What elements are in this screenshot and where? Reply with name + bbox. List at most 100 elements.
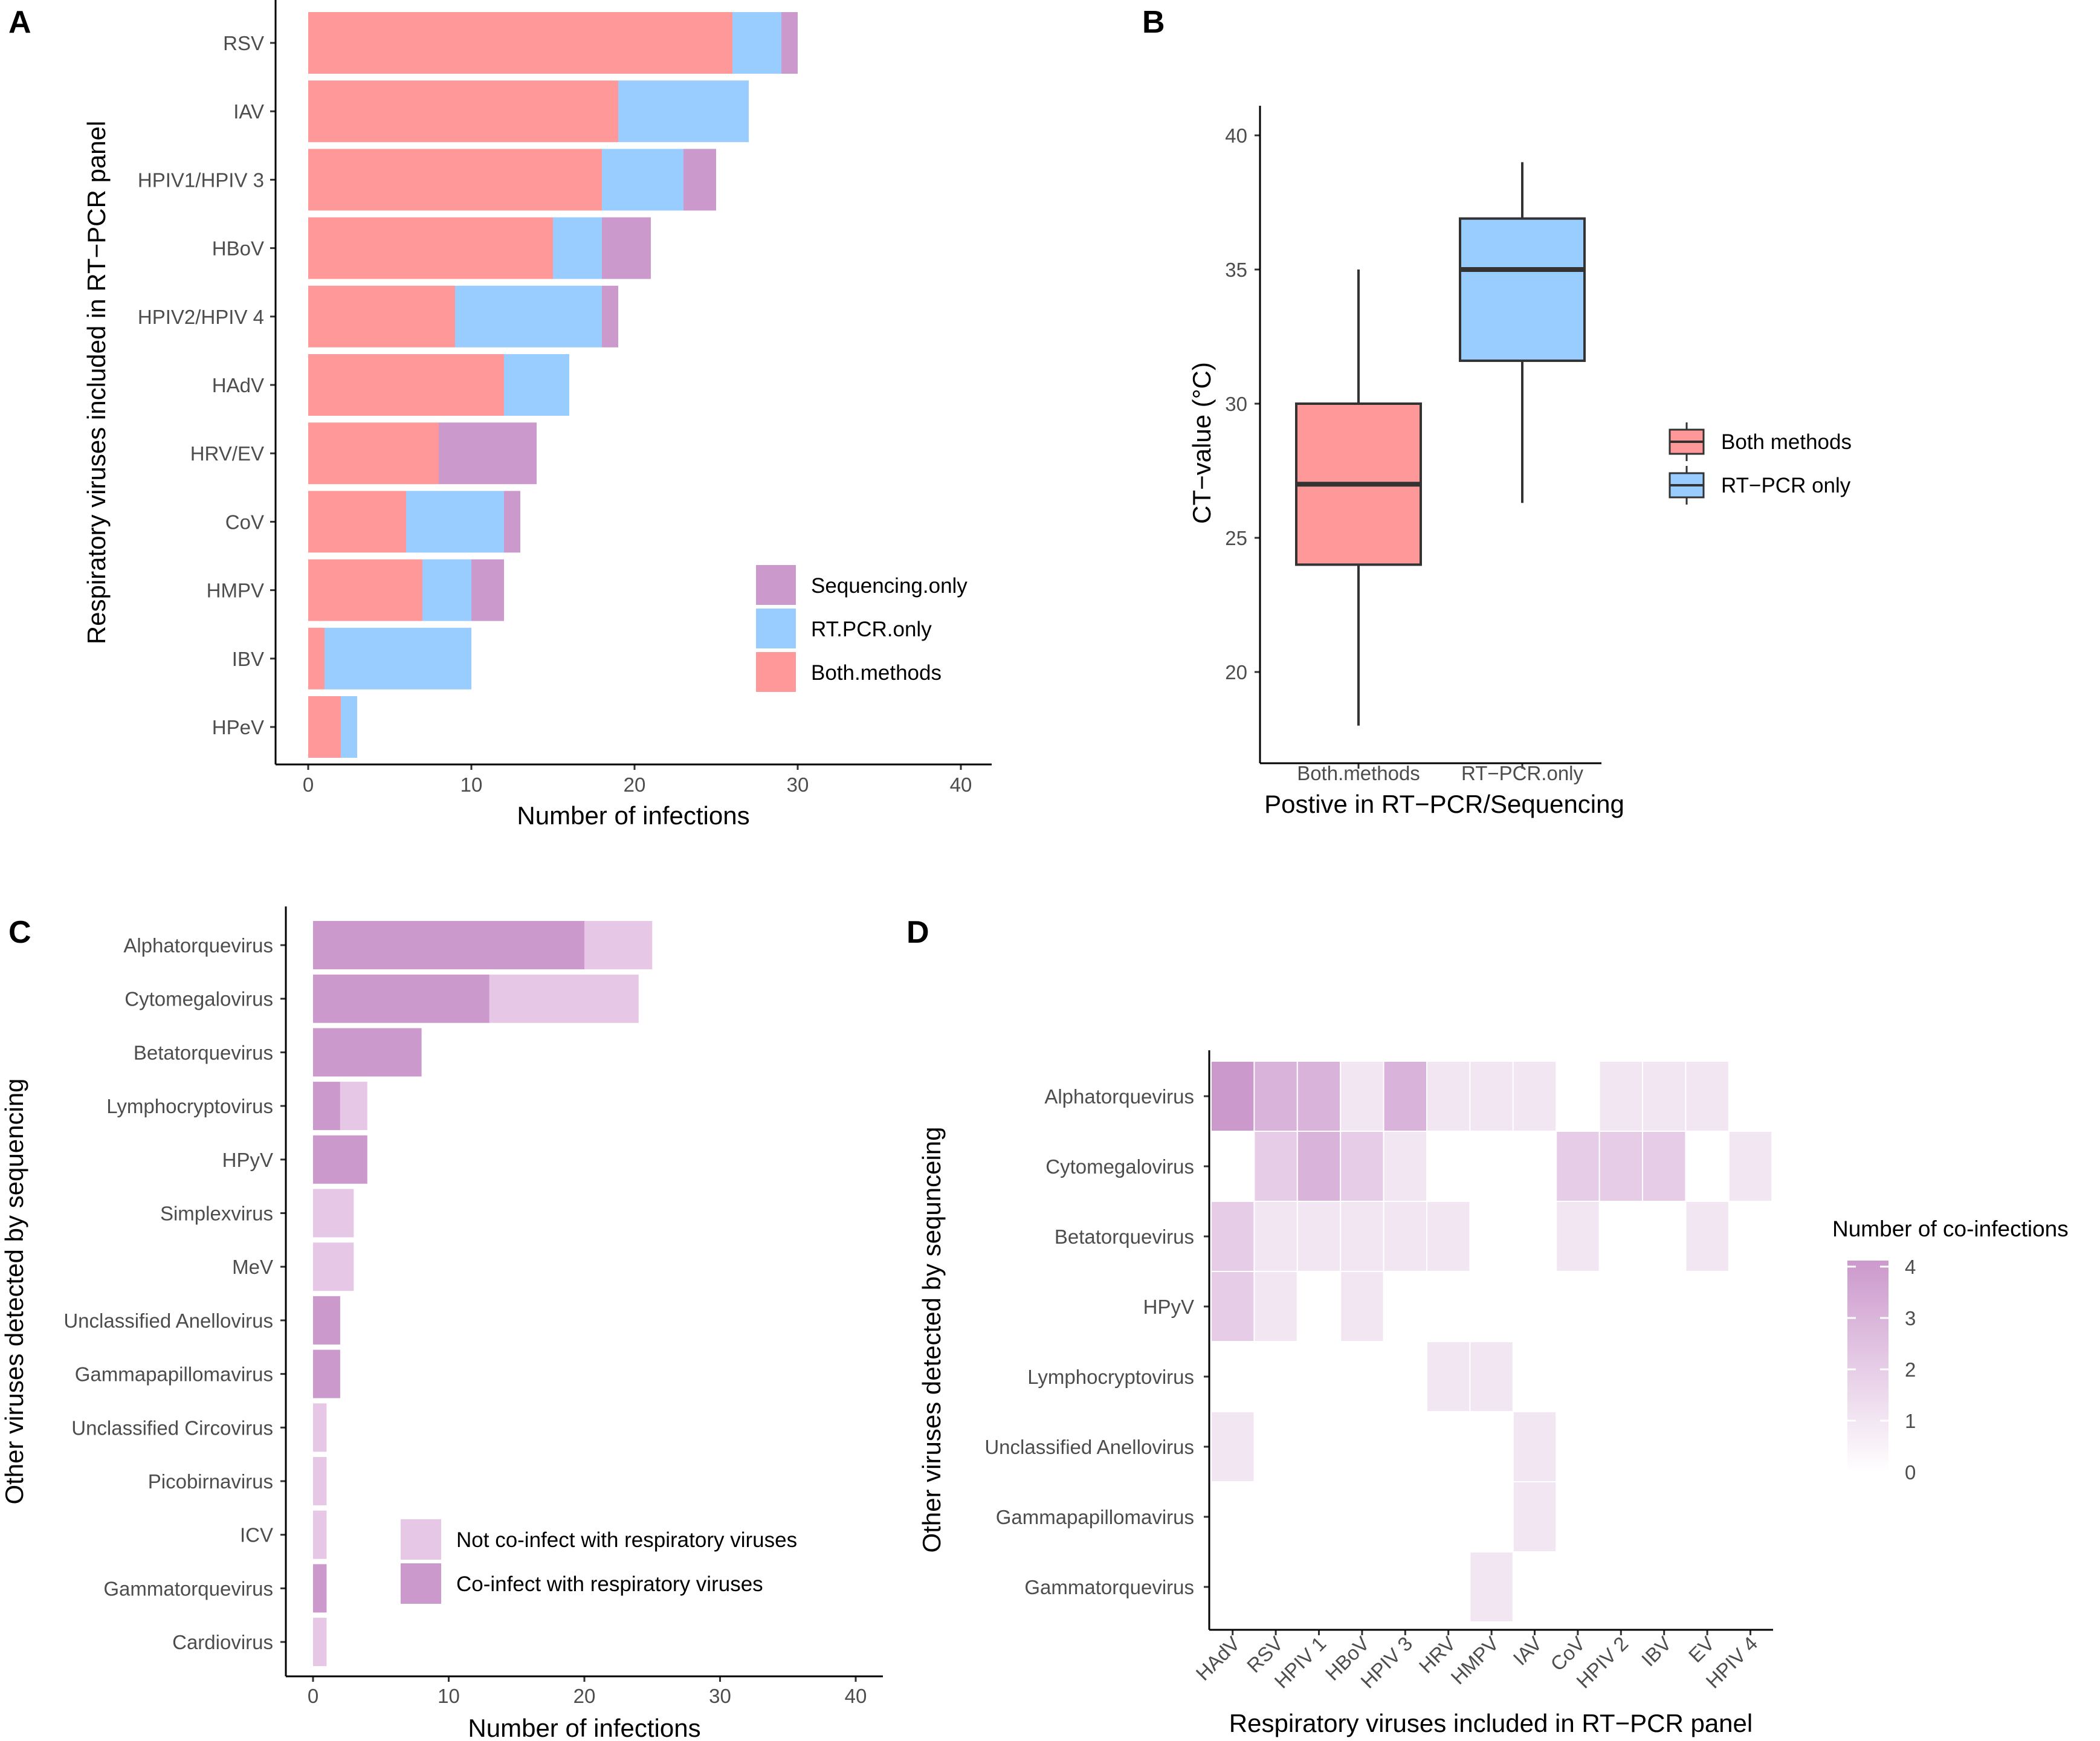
panel-d-y-tick-label: HPyV xyxy=(1143,1296,1194,1318)
panel-a-bar-hmpv-both-methods xyxy=(308,559,422,621)
panel-b-x-axis-title: Postive in RT−PCR/Sequencing xyxy=(1264,790,1624,818)
panel-a-x-ticks: 0 10 20 30 40 xyxy=(303,764,972,796)
panel-a-bar-ibv-both-methods xyxy=(308,627,325,690)
panel-d-color-legend: Number of co-infections 0 1 2 3 4 xyxy=(1832,1216,2069,1484)
panel-a-y-tick-label: IBV xyxy=(232,648,264,670)
panel-d-cells xyxy=(1210,1061,1773,1623)
panel-d-colorbar xyxy=(1847,1261,1888,1472)
panel-a-bar-hbov-sequencing-only xyxy=(602,217,651,279)
panel-a-x-tick-label: 0 xyxy=(303,774,314,796)
panel-d-x-tick-label: IBV xyxy=(1637,1632,1676,1671)
panel-d-cell-hpyv-hbov xyxy=(1340,1271,1384,1342)
panel-b-box-rt-pcr-only xyxy=(1459,217,1586,362)
panel-d-y-tick-label: Gammapapillomavirus xyxy=(996,1506,1194,1528)
panel-a-bar-rsv-rt-pcr-only xyxy=(732,12,781,74)
panel-d-cell-unclassified-anellovirus-iav xyxy=(1512,1411,1557,1482)
panel-a-bar-cov-both-methods xyxy=(308,491,406,553)
panel-d-cell-cytomegalovirus-rsv xyxy=(1253,1131,1298,1202)
panel-d-cell-cytomegalovirus-cov xyxy=(1556,1131,1600,1202)
panel-a-legend-key-rt-pcr-only xyxy=(756,609,796,648)
panel-d-heatmap: Alphatorquevirus Cytomegalovirus Betatorqu… xyxy=(917,1050,2069,1737)
panel-a-legend-key-both-methods xyxy=(756,652,796,692)
panel-d-cell-betatorquevirus-rsv xyxy=(1253,1201,1298,1272)
panel-a-y-tick-label: HRV/EV xyxy=(190,442,264,465)
panel-b-y-tick-label: 20 xyxy=(1225,661,1247,683)
panel-b-boxes xyxy=(1295,162,1586,726)
panel-c-legend-key-co-infect-with-respiratory-viruses xyxy=(401,1563,441,1604)
panel-a-x-axis-title: Number of infections xyxy=(517,801,749,830)
panel-d-cell-lymphocryptovirus-hmpv xyxy=(1469,1341,1514,1412)
panel-d-cell-alphatorquevirus-hpiv-3 xyxy=(1383,1061,1428,1132)
panel-d-colorbar-tick-label: 1 xyxy=(1905,1410,1916,1432)
panel-c-y-tick-label: Gammapapillomavirus xyxy=(75,1363,273,1386)
panel-d-cell-hpyv-hadv xyxy=(1210,1271,1255,1342)
panel-c-bar-cytomegalovirus-co-infect-with-respiratory-viruses xyxy=(313,974,489,1023)
panel-d-colorbar-tick-label: 4 xyxy=(1905,1256,1916,1278)
panel-c-bar-mev-not-co-infect-with-respiratory-viruses xyxy=(313,1242,354,1291)
panel-c-bar-unclassified-anellovirus-co-infect-with-respiratory-viruses xyxy=(313,1296,340,1345)
panel-d-y-tick-label: Cytomegalovirus xyxy=(1045,1155,1194,1178)
panel-c-y-tick-label: HPyV xyxy=(222,1149,273,1171)
panel-label-a: A xyxy=(8,5,31,40)
panel-a-y-ticks: RSV IAV HPIV1/HPIV 3 HBoV HPIV2/HPIV 4 HAdV HR… xyxy=(138,32,276,738)
panel-c-y-tick-label: Lymphocryptovirus xyxy=(106,1095,273,1117)
panel-d-colorbar-ticks: 0 1 2 3 4 xyxy=(1847,1256,1916,1484)
panel-d-cell-alphatorquevirus-hpiv-1 xyxy=(1296,1061,1342,1132)
panel-d-colorbar-tick-label: 0 xyxy=(1905,1461,1916,1484)
panel-d-cell-cytomegalovirus-hpiv-1 xyxy=(1296,1131,1342,1202)
panel-a-bar-cov-rt-pcr-only xyxy=(406,491,504,553)
panel-d-x-tick-label: IAV xyxy=(1508,1632,1546,1670)
panel-a-bar-rsv-sequencing-only xyxy=(781,12,798,74)
panel-a-y-tick-label: HPeV xyxy=(212,716,264,738)
panel-b-y-tick-label: 40 xyxy=(1225,124,1247,147)
panel-c-y-tick-label: Gammatorquevirus xyxy=(103,1577,273,1600)
panel-d-cell-alphatorquevirus-hbov xyxy=(1340,1061,1384,1132)
panel-d-cell-gammapapillomavirus-iav xyxy=(1512,1481,1557,1552)
panel-a-bar-iav-both-methods xyxy=(308,80,618,143)
panel-a-bar-hpev-both-methods xyxy=(308,696,341,758)
panel-d-colorbar-tick-label: 3 xyxy=(1905,1307,1916,1329)
panel-d-y-tick-label: Unclassified Anellovirus xyxy=(984,1436,1194,1458)
panel-c-legend-label: Not co-infect with respiratory viruses xyxy=(456,1528,797,1552)
panel-a-x-tick-label: 30 xyxy=(787,774,809,796)
panel-d-cell-alphatorquevirus-hadv xyxy=(1210,1061,1255,1132)
panel-b-x-tick-label: RT−PCR.only xyxy=(1461,762,1584,784)
panel-b-legend-label: RT−PCR only xyxy=(1721,474,1851,497)
panel-b-y-tick-label: 30 xyxy=(1225,393,1247,415)
panel-c-y-tick-label: ICV xyxy=(240,1524,273,1546)
panel-d-cell-alphatorquevirus-hrv xyxy=(1426,1061,1471,1132)
panel-a-bar-iav-rt-pcr-only xyxy=(618,80,749,143)
panel-b-legend-label: Both methods xyxy=(1721,430,1852,454)
panel-a-bar-hpiv1-hpiv-3-sequencing-only xyxy=(683,149,716,211)
panel-a-bar-hadv-both-methods xyxy=(308,354,504,416)
panel-a-legend: Sequencing.only RT.PCR.only Both.methods xyxy=(756,565,968,692)
panel-c-x-axis-title: Number of infections xyxy=(468,1714,700,1741)
panel-c-bar-hpyv-co-infect-with-respiratory-viruses xyxy=(313,1135,367,1184)
panel-c-y-tick-label: Unclassified Circovirus xyxy=(71,1416,273,1439)
panel-a-x-tick-label: 40 xyxy=(950,774,972,796)
panel-b-x-ticks: Both.methods RT−PCR.only xyxy=(1297,762,1583,784)
panel-d-cell-betatorquevirus-ev xyxy=(1685,1201,1730,1272)
panel-d-cell-betatorquevirus-hpiv-3 xyxy=(1383,1201,1428,1272)
panel-a-legend-label: Both.methods xyxy=(811,661,942,685)
panel-d-cell-alphatorquevirus-ev xyxy=(1685,1061,1730,1132)
panel-d-cell-cytomegalovirus-hbov xyxy=(1340,1131,1384,1202)
panel-d-cell-lymphocryptovirus-hrv xyxy=(1426,1341,1471,1412)
panel-a-bar-hrv-ev-sequencing-only xyxy=(439,422,537,485)
panel-a-y-tick-label: HAdV xyxy=(212,374,264,396)
panel-c-stacked-bar-chart: Alphatorquevirus Cytomegalovirus Betatorqu… xyxy=(0,906,883,1741)
panel-c-bar-simplexvirus-not-co-infect-with-respiratory-viruses xyxy=(313,1189,354,1238)
panel-d-cell-alphatorquevirus-hpiv-2 xyxy=(1598,1061,1644,1132)
panel-d-cell-alphatorquevirus-iav xyxy=(1512,1061,1557,1132)
panel-label-c: C xyxy=(8,915,31,950)
panel-c-x-tick-label: 20 xyxy=(573,1685,596,1707)
panel-a-y-tick-label: HBoV xyxy=(212,237,264,260)
panel-a-bar-hpiv1-hpiv-3-rt-pcr-only xyxy=(602,149,683,211)
panel-c-y-tick-label: MeV xyxy=(232,1256,273,1278)
panel-c-bar-cytomegalovirus-not-co-infect-with-respiratory-viruses xyxy=(489,974,639,1023)
panel-b-y-tick-label: 25 xyxy=(1225,527,1247,549)
panel-d-cell-cytomegalovirus-ibv xyxy=(1642,1131,1687,1202)
panel-d-cell-betatorquevirus-hpiv-1 xyxy=(1296,1201,1342,1272)
